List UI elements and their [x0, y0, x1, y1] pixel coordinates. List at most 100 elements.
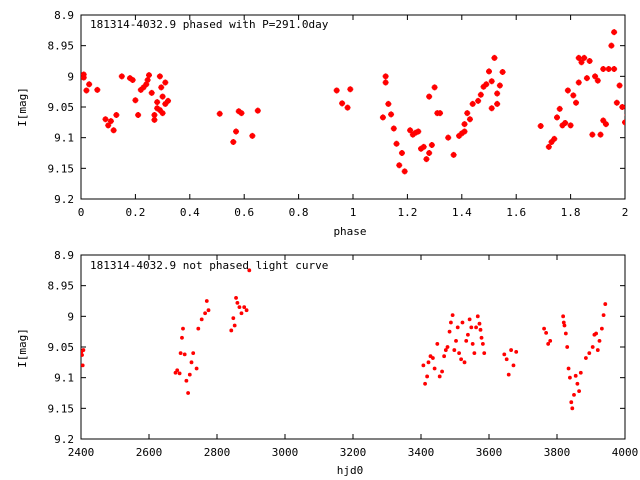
phased-chart: 181314-4032.9 phased with P=291.0day pha… [16, 9, 629, 238]
phased-chart-data-point [464, 110, 471, 117]
unphased-chart-data-point [548, 338, 553, 343]
phased-chart-data-point [146, 72, 152, 79]
phased-chart-data-point [137, 86, 144, 93]
unphased-chart-data-point [546, 342, 551, 346]
unphased-chart-data-point [480, 342, 485, 346]
unphased-chart-data-point [584, 356, 588, 360]
phased-chart-data-point [589, 131, 596, 138]
phased-chart-data-point [613, 99, 620, 106]
phased-chart-data-point [151, 111, 158, 118]
phased-chart-data-point [118, 73, 125, 80]
phased-chart-data-point [611, 65, 618, 72]
phased-chart-data-point [407, 127, 414, 134]
phased-chart-data-point [415, 128, 422, 135]
phased-chart-data-point [382, 73, 389, 80]
phased-chart-y-tick-label: 9.1 [54, 132, 74, 145]
phased-chart-data-point [437, 110, 444, 117]
phased-chart-data-point [81, 74, 87, 81]
unphased-chart-data-point [81, 363, 85, 368]
phased-chart-data-point [461, 121, 468, 128]
unphased-chart-x-tick-label: 4000 [612, 446, 639, 459]
phased-chart-data-point [445, 134, 452, 141]
unphased-chart-data-point [561, 314, 566, 319]
unphased-chart-data-point [239, 311, 244, 316]
unphased-chart-y-axis-label: I[mag] [16, 328, 29, 368]
unphased-chart-data-point [577, 389, 582, 394]
unphased-chart-data-point [454, 338, 458, 343]
phased-chart-data-point [554, 114, 560, 121]
phased-chart-data-point [158, 84, 165, 91]
unphased-chart-data-point [474, 325, 478, 330]
phased-chart-data-point [126, 75, 133, 82]
phased-chart-data-point [233, 128, 240, 135]
unphased-chart-data-point [199, 317, 204, 322]
unphased-chart-data-point [542, 326, 546, 331]
unphased-chart-data-point [445, 345, 450, 349]
phased-chart-x-tick-label: 0.2 [125, 206, 145, 219]
unphased-chart-data-point [587, 351, 592, 356]
phased-chart-data-point [154, 99, 161, 106]
phased-chart-data-point [491, 54, 498, 61]
unphased-chart-data-point [191, 351, 196, 356]
unphased-chart-data-point [573, 373, 578, 378]
unphased-chart-data-point [479, 335, 484, 340]
phased-chart-data-point [461, 128, 468, 135]
phased-chart-x-tick-label: 2 [622, 206, 629, 219]
unphased-chart-data-point [597, 338, 602, 343]
unphased-chart-plot-frame [80, 254, 626, 440]
unphased-chart-data-point [430, 356, 435, 360]
unphased-chart-y-tick-label: 9.15 [48, 402, 75, 415]
phased-chart-data-point [450, 151, 457, 158]
unphased-chart-data-point [460, 320, 465, 325]
phased-chart-data-point [86, 81, 93, 88]
phased-chart-data-point [165, 97, 172, 104]
phased-chart-y-tick-label: 9.2 [54, 193, 74, 206]
unphased-chart-data-point [189, 360, 194, 365]
unphased-chart-data-point [477, 321, 482, 326]
unphased-chart-y-tick-label: 9 [67, 310, 74, 323]
phased-chart-data-point [385, 100, 392, 107]
unphased-chart-data-point [437, 374, 442, 379]
phased-chart-data-point [469, 100, 476, 107]
phased-chart-data-point [162, 79, 169, 86]
phased-chart-data-point [578, 59, 585, 66]
phased-chart-data-point [151, 116, 158, 123]
phased-chart-data-point [426, 150, 433, 156]
phased-chart-data-point [622, 119, 625, 126]
phased-chart-data-point [564, 87, 571, 94]
unphased-chart-data-point [544, 330, 549, 335]
unphased-chart-data-point [482, 351, 487, 356]
unphased-chart-x-tick-label: 2600 [136, 446, 163, 459]
phased-chart-data-point [456, 132, 463, 139]
unphased-chart-data-point [562, 323, 567, 328]
unphased-chart-data-point [504, 357, 509, 362]
unphased-chart-data-point [442, 354, 447, 359]
phased-chart-y-tick-label: 9.05 [48, 101, 75, 114]
unphased-chart-x-tick-label: 3600 [476, 446, 503, 459]
unphased-chart-x-axis-label: hjd0 [337, 464, 364, 477]
phased-chart-data-point [594, 77, 601, 84]
unphased-chart-data-point [244, 308, 249, 313]
unphased-chart-data-point [204, 299, 209, 303]
phased-chart-data-point [494, 90, 501, 97]
unphased-chart-data-point [575, 381, 580, 386]
phased-chart-data-point [575, 79, 582, 86]
phased-chart-data-point [347, 86, 354, 93]
unphased-chart-data-point [425, 374, 430, 379]
unphased-chart-data-point [449, 320, 453, 325]
unphased-chart-data-point [435, 342, 440, 346]
phased-chart-data-point [230, 138, 237, 145]
unphased-chart-data-point [426, 360, 431, 365]
unphased-chart-data-point [467, 317, 472, 322]
unphased-chart-data-point [432, 366, 437, 371]
unphased-chart-data-point [595, 348, 600, 352]
unphased-chart-data-point [440, 369, 444, 374]
phased-chart-x-axis-label: phase [333, 225, 366, 238]
phased-chart-x-tick-label: 1.4 [452, 206, 472, 219]
phased-chart-data-point [475, 97, 482, 104]
unphased-chart-data-point [462, 360, 467, 365]
phased-chart-y-axis-label: I[mag] [16, 87, 29, 127]
phased-chart-x-tick-label: 1 [350, 206, 357, 219]
unphased-chart-data-point [506, 372, 511, 377]
unphased-chart-data-point [561, 320, 566, 325]
